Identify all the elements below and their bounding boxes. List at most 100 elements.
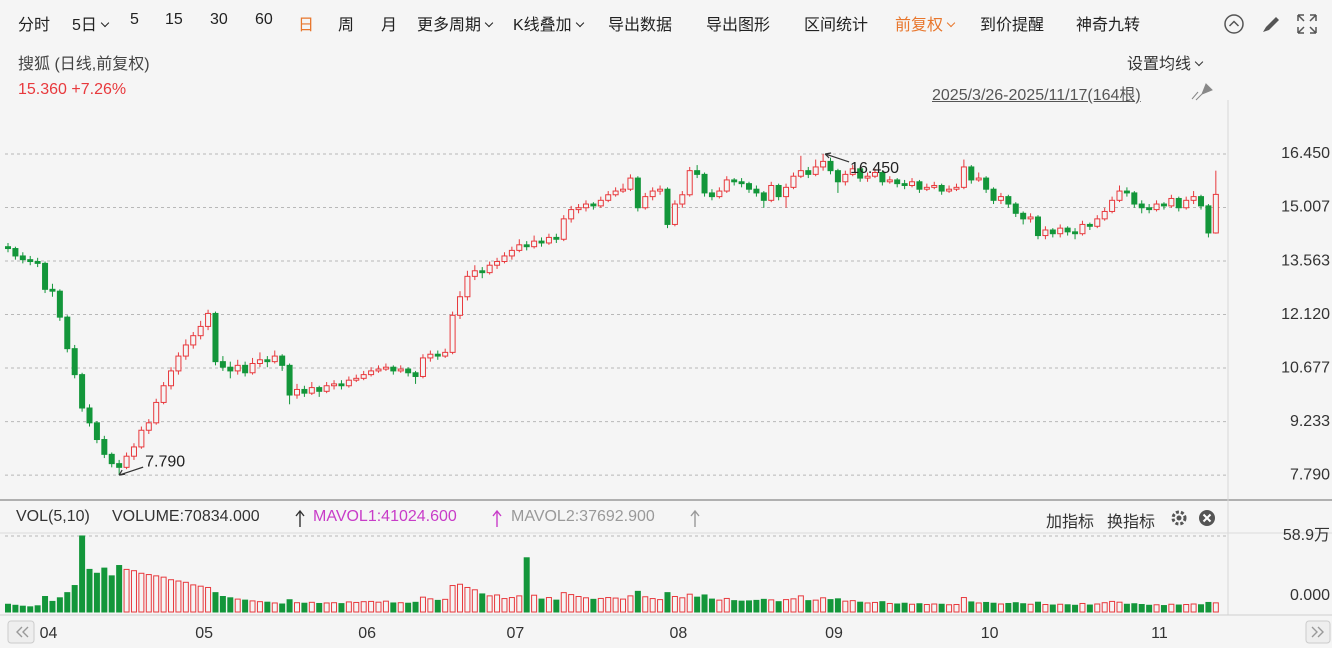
- toolbar-item[interactable]: 更多周期: [417, 11, 494, 35]
- volume-bar: [990, 602, 997, 613]
- annotation-arrow: [118, 466, 144, 476]
- candle-body: [390, 366, 397, 372]
- candle-body: [34, 261, 41, 264]
- volume-bar: [975, 602, 982, 613]
- candle-body: [160, 385, 167, 403]
- volume-bar: [419, 596, 426, 613]
- toolbar-item[interactable]: 15: [165, 11, 183, 29]
- toolbar-item[interactable]: 导出数据: [608, 11, 672, 35]
- volume-bar: [1109, 600, 1116, 613]
- volume-bar: [368, 600, 375, 613]
- toolbar-item[interactable]: 前复权: [895, 11, 956, 35]
- toolbar-label: 15: [165, 11, 183, 28]
- candle-body: [353, 377, 360, 381]
- volume-bar: [301, 602, 308, 613]
- candle-body: [501, 255, 508, 263]
- switch-indicator[interactable]: 换指标: [1107, 514, 1156, 531]
- toolbar-item[interactable]: 导出图形: [706, 11, 770, 35]
- x-tick-label: 06: [358, 625, 376, 642]
- volume-bar: [486, 595, 493, 613]
- volume-bar: [249, 600, 256, 613]
- toolbar-item[interactable]: 区间统计: [804, 11, 868, 35]
- volume-bar: [390, 602, 397, 613]
- volume-bar: [716, 599, 723, 613]
- volume-bar: [323, 602, 330, 613]
- toolbar-label: 更多周期: [417, 17, 482, 34]
- candle-body: [664, 188, 671, 225]
- volume-bar: [634, 590, 641, 613]
- pin-icon[interactable]: [1191, 83, 1213, 101]
- candle-body: [1131, 192, 1138, 205]
- candle-body: [590, 203, 597, 207]
- toolbar-item[interactable]: 周: [338, 11, 354, 35]
- toolbar-label: 区间统计: [804, 17, 869, 34]
- volume-bar: [293, 602, 300, 613]
- volume-bar: [375, 601, 382, 613]
- toolbar-item[interactable]: K线叠加: [513, 11, 584, 35]
- candle-body: [686, 170, 693, 196]
- volume-bar: [909, 603, 916, 613]
- volume-bar: [582, 597, 589, 613]
- candle-body: [545, 236, 552, 244]
- candle-body: [775, 184, 782, 198]
- toolbar-label: 导出图形: [706, 17, 771, 34]
- scroll-right[interactable]: [1305, 620, 1331, 644]
- indicator-name: VOL(5,10): [16, 508, 90, 525]
- volume-bar: [701, 594, 708, 613]
- toolbar-item[interactable]: 分时: [18, 11, 50, 35]
- candle-body: [42, 262, 49, 290]
- add-indicator[interactable]: 加指标: [1046, 514, 1095, 531]
- volume-bar: [316, 602, 323, 613]
- volume-bar: [842, 600, 849, 613]
- toolbar-item[interactable]: 60: [255, 11, 273, 29]
- candle-body: [1079, 223, 1086, 235]
- candle-body: [612, 190, 619, 196]
- collapse-icon[interactable]: [1224, 14, 1244, 34]
- volume-bar: [434, 599, 441, 613]
- candle-body: [857, 168, 864, 179]
- toolbar-item[interactable]: 5日: [72, 11, 110, 35]
- volume-bar: [286, 599, 293, 613]
- volume-bar: [1146, 604, 1153, 613]
- candle-body: [975, 177, 982, 181]
- ma-setting[interactable]: 设置均线: [1127, 50, 1204, 74]
- volume-bar: [1079, 602, 1086, 613]
- settings-icon[interactable]: [1171, 510, 1187, 526]
- draw-icon[interactable]: [1263, 17, 1279, 32]
- y-tick-label: 10.677: [1281, 359, 1330, 376]
- candle-body: [849, 168, 856, 175]
- toolbar-item[interactable]: 到价提醒: [980, 11, 1044, 35]
- volume-bar: [449, 585, 456, 613]
- candle-body: [205, 312, 212, 327]
- candle-body: [486, 264, 493, 274]
- candle-body: [375, 368, 382, 372]
- candle-body: [345, 379, 352, 387]
- candle-body: [360, 374, 367, 379]
- toolbar-item[interactable]: 神奇九转: [1076, 11, 1140, 35]
- volume-bar: [160, 576, 167, 613]
- candle-body: [531, 240, 538, 248]
- y-tick-label: 58.9万: [1283, 527, 1330, 544]
- toolbar-item[interactable]: 月: [381, 11, 397, 35]
- candle-body: [1101, 210, 1108, 220]
- candle-body: [138, 429, 145, 448]
- volume-bar: [382, 600, 389, 613]
- candle-body: [1146, 207, 1153, 211]
- candle-body: [12, 248, 19, 257]
- scroll-left[interactable]: [7, 620, 35, 644]
- y-tick-label: 15.007: [1281, 199, 1330, 216]
- candle-body: [1138, 203, 1145, 209]
- candle-body: [130, 446, 137, 457]
- candle-body: [575, 207, 582, 211]
- toolbar-item[interactable]: 30: [210, 11, 228, 29]
- candle-body: [212, 312, 219, 363]
- volume-bar: [812, 599, 819, 613]
- toolbar-item[interactable]: 日: [298, 11, 314, 35]
- fullscreen-icon[interactable]: [1297, 14, 1317, 34]
- volume-bar: [516, 595, 523, 613]
- volume-bar: [612, 597, 619, 613]
- volume-bar: [1020, 603, 1027, 613]
- close-icon[interactable]: [1199, 510, 1215, 526]
- toolbar-item[interactable]: 5: [130, 11, 139, 29]
- volume-bar: [1042, 604, 1049, 613]
